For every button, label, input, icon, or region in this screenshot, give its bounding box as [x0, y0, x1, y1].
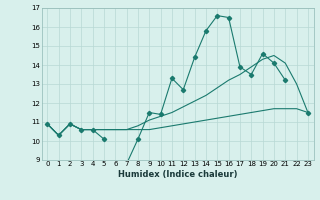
X-axis label: Humidex (Indice chaleur): Humidex (Indice chaleur)	[118, 170, 237, 179]
